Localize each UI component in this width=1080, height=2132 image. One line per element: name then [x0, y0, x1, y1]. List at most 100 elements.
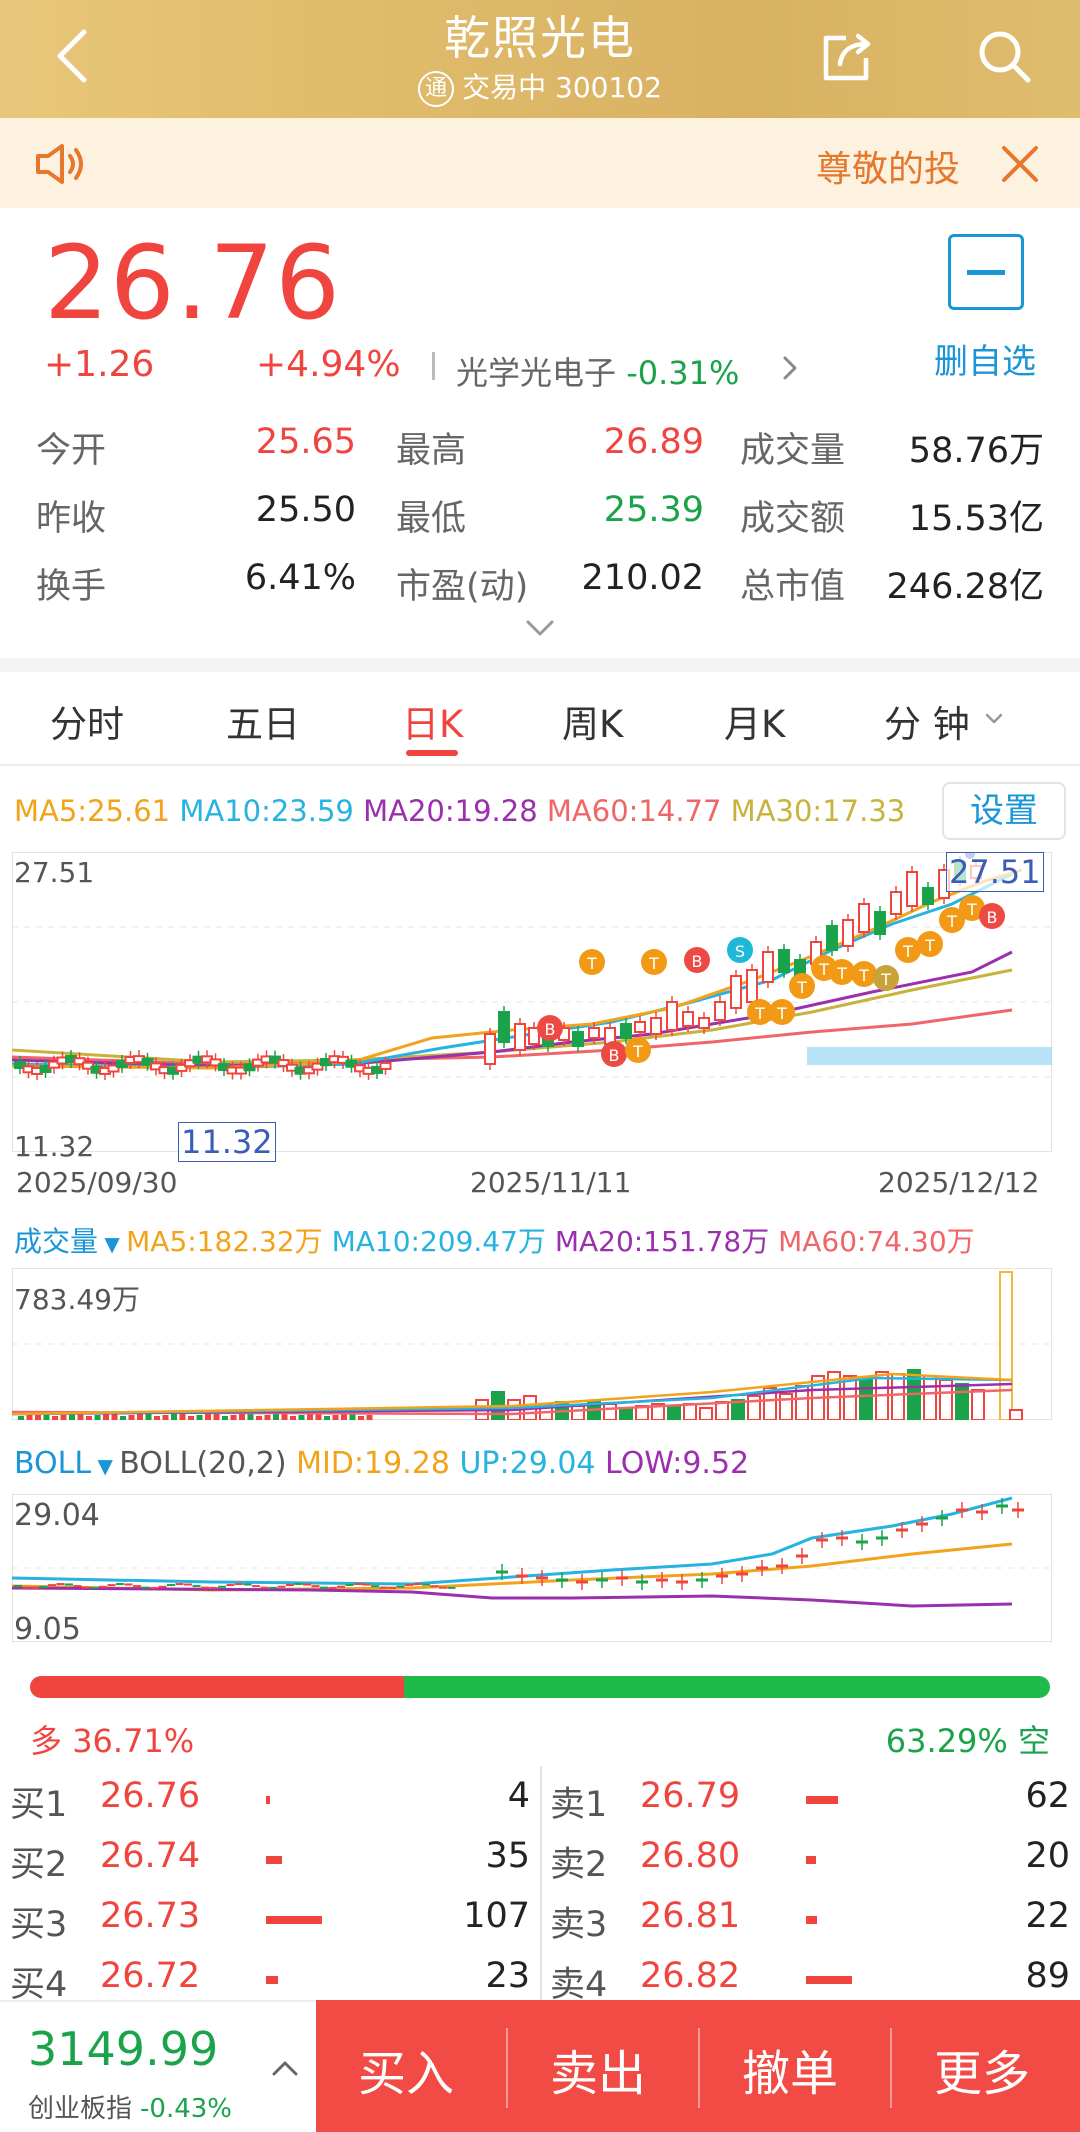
candle-body [890, 891, 902, 915]
notice-text[interactable]: 尊敬的投 [815, 149, 960, 190]
settings-button[interactable]: 设置 [942, 782, 1066, 840]
chevron-up-icon[interactable] [270, 2058, 300, 2078]
ask-level-price[interactable]: 26.80 [640, 1836, 741, 1876]
stat-label: 今开 [36, 431, 107, 471]
trade-signal-marker [789, 973, 815, 999]
chevron-down-icon[interactable] [984, 712, 1004, 726]
trade-signal-letter: S [735, 942, 745, 961]
search-icon[interactable] [972, 24, 1036, 88]
volume-dropdown-icon[interactable]: ▼ [98, 1232, 127, 1256]
bid-level-qty: 107 [463, 1896, 530, 1936]
tab-weekly-k[interactable]: 周K [562, 703, 624, 746]
notice-bar[interactable] [0, 118, 1080, 208]
volume-bar [205, 1414, 211, 1420]
share-icon[interactable] [816, 24, 880, 88]
volume-bar [162, 1415, 169, 1420]
candle-body [498, 1011, 510, 1043]
tab-intraday[interactable]: 分时 [50, 703, 124, 746]
trade-signal-letter: B [609, 1046, 620, 1065]
volume-bar [230, 1415, 237, 1420]
button-separator [698, 2028, 700, 2108]
ask-level-qty: 22 [1025, 1896, 1070, 1936]
boll-title[interactable]: BOLL [14, 1446, 92, 1481]
stock-subtitle: 通交易中 300102 [0, 66, 1080, 107]
boll-dropdown-icon[interactable]: ▼ [91, 1454, 120, 1478]
section-separator [0, 658, 1080, 672]
volume-bar [35, 1414, 41, 1420]
bid-level-price[interactable]: 26.72 [100, 1956, 201, 1996]
volume-legend[interactable]: 成交量 ▼ MA5:182.32万 MA10:209.47万 MA20:151.… [14, 1220, 975, 1260]
back-icon[interactable] [40, 24, 104, 88]
trade-signal-marker [939, 907, 965, 933]
ask-volume-bar [806, 1976, 852, 1984]
sell-button[interactable]: 卖出 [550, 2046, 647, 2102]
tab-daily-k[interactable]: 日K [402, 703, 464, 746]
volume-bar [86, 1416, 92, 1420]
buy-button[interactable]: 买入 [358, 2046, 455, 2102]
volume-bar [120, 1416, 126, 1420]
trade-signal-letter: T [776, 1004, 787, 1023]
bid-level-qty: 4 [507, 1776, 530, 1816]
expand-chevron-icon[interactable] [524, 618, 556, 638]
index-value[interactable]: 3149.99 [28, 2022, 219, 2076]
volume-bar [651, 1403, 665, 1420]
volume-bar [128, 1415, 135, 1420]
remove-favorite-button[interactable] [948, 234, 1024, 310]
volume-bar [213, 1413, 220, 1420]
stat-value: 58.76万 [908, 431, 1044, 471]
bid-level-price[interactable]: 26.76 [100, 1776, 201, 1816]
price-change-pct: +4.94% [256, 344, 401, 385]
volume-bar [332, 1415, 339, 1420]
candle-body [82, 1061, 94, 1070]
chevron-right-icon[interactable] [780, 354, 800, 382]
ask-level-label: 卖3 [550, 1905, 608, 1945]
trade-signal-marker [537, 1015, 563, 1041]
bid-level-price[interactable]: 26.73 [100, 1896, 201, 1936]
ask-level-label: 卖2 [550, 1845, 608, 1885]
candle-body [141, 1057, 154, 1066]
order-book-divider [540, 1766, 542, 2000]
active-tab-indicator [406, 750, 458, 756]
candle-body [922, 887, 934, 905]
ask-level-price[interactable]: 26.79 [640, 1776, 741, 1816]
candle-body [588, 1027, 600, 1039]
cancel-order-button[interactable]: 撤单 [742, 2046, 839, 2102]
stat-label: 换手 [36, 567, 107, 607]
candle-body [666, 1001, 678, 1031]
volume-title[interactable]: 成交量 [14, 1225, 99, 1258]
date-label-mid: 2025/11/11 [470, 1166, 632, 1199]
candle-body [842, 919, 854, 947]
remove-favorite-label[interactable]: 删自选 [934, 342, 1036, 382]
bid-level-price[interactable]: 26.74 [100, 1836, 201, 1876]
boll-chart[interactable] [12, 1494, 1052, 1642]
volume-bar [307, 1414, 313, 1420]
boll-legend[interactable]: BOLL ▼ BOLL(20,2) MID:19.28 UP:29.04 LOW… [14, 1446, 749, 1481]
stat-value: 26.89 [603, 422, 704, 462]
volume-bar [188, 1416, 194, 1420]
sector-link[interactable]: 光学光电子 -0.31% [456, 348, 739, 394]
long-pct: 36.71% [72, 1722, 195, 1760]
index-pct: -0.43% [140, 2094, 232, 2124]
ask-level-price[interactable]: 26.82 [640, 1956, 741, 1996]
trade-signal-letter: T [946, 912, 957, 931]
index-name-row[interactable]: 创业板指 -0.43% [28, 2088, 232, 2125]
tab-minute[interactable]: 分 钟 [884, 703, 970, 746]
volume-bar [923, 1375, 937, 1420]
volume-bar [779, 1393, 793, 1420]
ask-volume-bar [806, 1916, 817, 1924]
volume-chart[interactable] [12, 1268, 1052, 1420]
index-ticker[interactable] [0, 2000, 316, 2132]
candle-body [730, 975, 742, 1009]
tab-monthly-k[interactable]: 月K [724, 703, 786, 746]
ask-level-price[interactable]: 26.81 [640, 1896, 741, 1936]
stat-value: 25.39 [603, 490, 704, 530]
boll-mid-line [12, 1542, 1013, 1592]
close-icon[interactable] [1000, 144, 1040, 184]
stat-value: 246.28亿 [886, 567, 1044, 607]
more-button[interactable]: 更多 [934, 2046, 1031, 2102]
candle-body [73, 1057, 86, 1066]
tab-five-day[interactable]: 五日 [226, 703, 300, 746]
long-ratio: 多 36.71% [30, 1716, 194, 1762]
stat-label: 总市值 [740, 567, 846, 607]
